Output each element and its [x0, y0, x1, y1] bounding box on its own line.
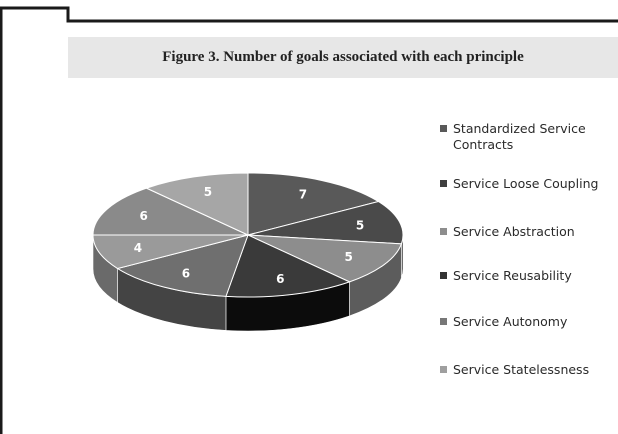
pie-slice-0 [247, 172, 380, 236]
legend-item: Service Abstraction [440, 224, 616, 240]
legend-item: Service Autonomy [440, 314, 616, 330]
legend-swatch [440, 228, 447, 235]
legend-swatch [440, 366, 447, 373]
legend-label: Standardized Service Contracts [453, 121, 586, 152]
legend-label: Service Statelessness [453, 362, 590, 377]
legend-label: Service Reusability [453, 268, 572, 283]
legend-label: Service Autonomy [453, 314, 568, 329]
legend-swatch [440, 272, 447, 279]
legend-item: Service Statelessness [440, 362, 616, 378]
legend-label: Service Loose Coupling [453, 176, 599, 191]
pie-data-label: 6 [139, 209, 147, 223]
pie-data-label: 4 [134, 241, 142, 255]
pie-slice-2 [247, 234, 403, 283]
frame-border [0, 6, 618, 434]
pie-data-label: 7 [299, 188, 307, 202]
pie-data-label: 5 [356, 218, 364, 232]
pie-slice-7 [145, 172, 249, 236]
legend-item: Service Loose Coupling [440, 176, 616, 192]
pie-slice-3 [225, 234, 351, 298]
pie-data-label: 6 [182, 267, 190, 281]
legend-label: Service Abstraction [453, 224, 575, 239]
pie-slice-6 [92, 187, 249, 236]
figure-title-band [68, 37, 618, 78]
legend-swatch [440, 125, 447, 132]
legend-swatch [440, 318, 447, 325]
pie-slice-5 [92, 234, 249, 270]
legend-item: Standardized Service Contracts [440, 121, 616, 153]
pie-slice-4 [116, 234, 249, 297]
figure-title: Figure 3. Number of goals associated wit… [162, 49, 524, 65]
legend-swatch [440, 180, 447, 187]
legend-item: Service Reusability [440, 268, 616, 284]
pie-slice-1 [247, 200, 404, 245]
pie-data-label: 5 [344, 250, 352, 264]
pie-data-label: 5 [204, 185, 212, 199]
pie-data-label: 6 [276, 272, 284, 286]
